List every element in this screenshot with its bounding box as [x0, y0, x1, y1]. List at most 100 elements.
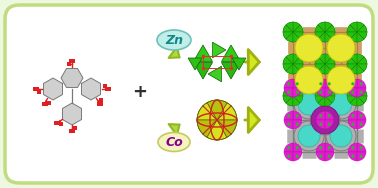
Bar [103, 84, 107, 88]
Wedge shape [325, 57, 335, 64]
Wedge shape [325, 32, 332, 42]
Circle shape [298, 93, 320, 115]
Wedge shape [283, 89, 293, 96]
Circle shape [326, 121, 356, 151]
Wedge shape [357, 54, 364, 64]
Wedge shape [357, 79, 366, 88]
Circle shape [298, 93, 320, 115]
Wedge shape [207, 120, 227, 140]
Circle shape [351, 114, 354, 117]
FancyBboxPatch shape [5, 5, 373, 183]
Wedge shape [197, 120, 217, 137]
Wedge shape [350, 96, 357, 106]
Wedge shape [315, 32, 325, 39]
Wedge shape [318, 22, 325, 32]
Wedge shape [347, 57, 357, 64]
Bar [59, 122, 64, 126]
Circle shape [298, 125, 320, 147]
Wedge shape [325, 32, 335, 39]
Wedge shape [315, 96, 325, 103]
Wedge shape [357, 25, 367, 32]
Wedge shape [286, 86, 293, 96]
Circle shape [351, 82, 354, 85]
Circle shape [319, 114, 322, 117]
Wedge shape [325, 88, 334, 97]
Wedge shape [315, 57, 325, 64]
Wedge shape [357, 96, 367, 103]
Wedge shape [283, 32, 293, 39]
Wedge shape [284, 152, 293, 161]
Circle shape [319, 91, 322, 94]
Polygon shape [82, 78, 101, 100]
Wedge shape [325, 22, 332, 32]
Wedge shape [325, 79, 334, 88]
Wedge shape [357, 88, 366, 97]
Wedge shape [207, 100, 227, 120]
Wedge shape [197, 103, 217, 120]
Wedge shape [316, 143, 325, 152]
Wedge shape [325, 96, 332, 106]
Polygon shape [43, 78, 62, 100]
Wedge shape [357, 22, 364, 32]
Wedge shape [293, 152, 302, 161]
Wedge shape [357, 143, 366, 152]
Wedge shape [293, 25, 303, 32]
Wedge shape [325, 25, 335, 32]
Wedge shape [325, 64, 332, 74]
Wedge shape [325, 96, 335, 103]
Bar [105, 87, 111, 91]
Circle shape [319, 123, 322, 126]
Wedge shape [318, 64, 325, 74]
Circle shape [360, 155, 363, 158]
Wedge shape [293, 89, 303, 96]
Wedge shape [348, 79, 357, 88]
Circle shape [319, 146, 322, 149]
Wedge shape [325, 64, 332, 74]
Bar [33, 87, 39, 91]
Wedge shape [347, 57, 357, 64]
Wedge shape [350, 64, 357, 74]
Circle shape [294, 121, 324, 151]
Polygon shape [212, 42, 226, 58]
Circle shape [351, 155, 354, 158]
Wedge shape [293, 111, 302, 120]
Circle shape [287, 146, 290, 149]
Circle shape [327, 66, 355, 94]
Polygon shape [62, 103, 82, 125]
Bar [73, 126, 77, 130]
Wedge shape [325, 22, 332, 32]
Wedge shape [286, 96, 293, 106]
Wedge shape [325, 32, 332, 42]
Wedge shape [357, 22, 364, 32]
Bar [69, 129, 75, 133]
Wedge shape [347, 89, 357, 96]
Bar [96, 102, 102, 106]
Wedge shape [350, 86, 357, 96]
Wedge shape [357, 64, 364, 74]
Circle shape [360, 114, 363, 117]
Wedge shape [286, 32, 293, 42]
Wedge shape [318, 64, 325, 74]
Wedge shape [293, 32, 300, 42]
Wedge shape [318, 32, 325, 42]
Wedge shape [347, 32, 357, 39]
Circle shape [328, 82, 331, 85]
Text: Zn: Zn [165, 33, 183, 46]
Circle shape [328, 155, 331, 158]
Wedge shape [293, 88, 302, 97]
Wedge shape [325, 143, 334, 152]
Wedge shape [318, 54, 325, 64]
Wedge shape [316, 120, 325, 129]
Wedge shape [350, 64, 357, 74]
Wedge shape [283, 32, 293, 39]
Circle shape [360, 91, 363, 94]
Wedge shape [357, 96, 367, 103]
Wedge shape [293, 79, 302, 88]
Bar [37, 90, 41, 94]
Wedge shape [283, 57, 293, 64]
Wedge shape [283, 64, 293, 71]
Wedge shape [286, 54, 293, 64]
Wedge shape [350, 22, 357, 32]
Wedge shape [293, 25, 303, 32]
Circle shape [330, 125, 352, 147]
